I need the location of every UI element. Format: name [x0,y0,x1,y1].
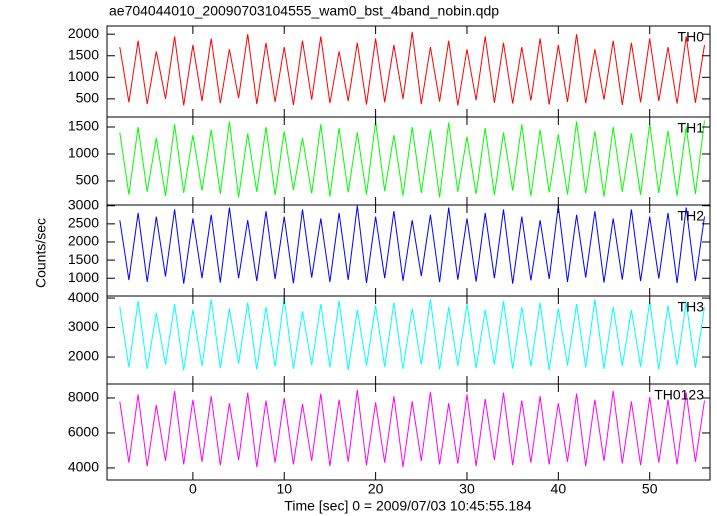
series-label: TH0123 [654,387,704,403]
data-line [119,120,705,198]
x-axis-label: Time [sec] 0 = 2009/07/03 10:45:55.184 [284,498,532,514]
y-tick-label: 1500 [68,46,99,62]
data-line [119,298,705,371]
y-tick-label: 2500 [68,215,99,231]
y-tick-label: 4000 [68,289,99,305]
data-line [119,205,705,284]
y-tick-label: 1000 [68,68,99,84]
x-tick-label: 0 [189,481,197,497]
series-label: TH3 [678,299,705,315]
x-tick-label: 40 [551,481,567,497]
y-tick-label: 8000 [68,389,99,405]
y-tick-label: 3000 [68,318,99,334]
x-tick-label: 50 [642,481,658,497]
series-label: TH2 [678,208,705,224]
series-label: TH0 [678,29,705,45]
y-axis-label: Counts/sec [33,218,49,288]
panel-frame [106,383,711,481]
y-tick-label: 2000 [68,233,99,249]
x-tick-label: 30 [459,481,475,497]
x-tick-label: 20 [368,481,384,497]
y-tick-label: 4000 [68,459,99,475]
y-tick-label: 3000 [68,196,99,212]
y-tick-label: 2000 [68,348,99,364]
data-line [119,31,705,106]
y-tick-label: 1000 [68,269,99,285]
y-tick-label: 6000 [68,424,99,440]
series-label: TH1 [678,120,705,136]
y-tick-label: 500 [76,90,100,106]
y-tick-label: 1000 [68,145,99,161]
y-tick-label: 2000 [68,25,99,41]
y-tick-label: 1500 [68,118,99,134]
chart-title: ae704044010_20090703104555_wam0_bst_4ban… [109,3,499,19]
x-tick-label: 10 [276,481,292,497]
data-line [119,390,705,468]
y-tick-label: 1500 [68,251,99,267]
y-tick-label: 500 [76,172,100,188]
